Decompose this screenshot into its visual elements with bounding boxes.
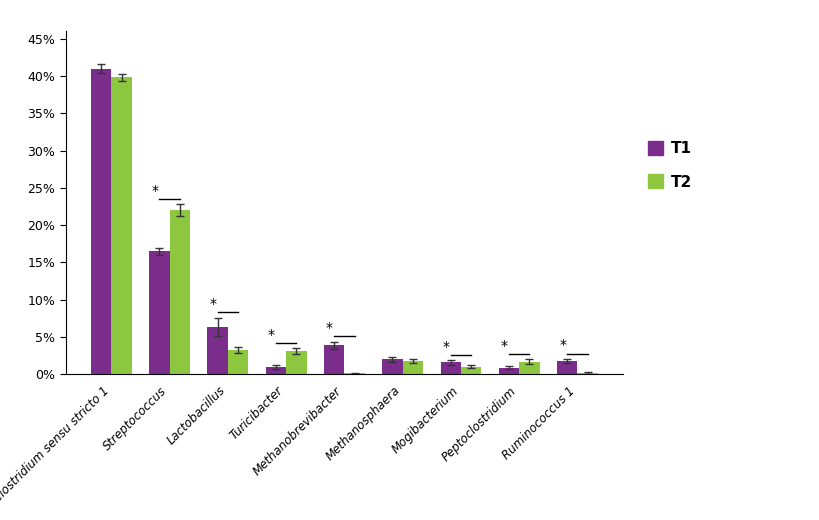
Bar xyxy=(286,352,306,374)
Bar xyxy=(344,373,364,374)
Text: *: * xyxy=(559,338,565,352)
Text: *: * xyxy=(500,339,507,353)
Bar xyxy=(228,350,248,374)
Bar xyxy=(518,362,539,374)
Bar xyxy=(577,373,597,374)
Bar xyxy=(207,327,228,374)
Bar xyxy=(111,77,132,374)
Bar xyxy=(324,345,344,374)
Bar xyxy=(382,359,402,374)
Bar xyxy=(149,251,170,374)
Text: *: * xyxy=(210,297,216,311)
Legend: T1, T2: T1, T2 xyxy=(641,135,698,196)
Text: *: * xyxy=(268,328,274,342)
Bar xyxy=(265,367,286,374)
Bar xyxy=(556,361,577,374)
Bar xyxy=(91,69,111,374)
Text: *: * xyxy=(151,184,158,198)
Bar xyxy=(170,210,190,374)
Bar xyxy=(402,361,423,374)
Bar xyxy=(460,367,481,374)
Bar xyxy=(498,368,518,374)
Bar xyxy=(440,362,460,374)
Text: *: * xyxy=(442,340,449,354)
Text: *: * xyxy=(326,321,333,335)
